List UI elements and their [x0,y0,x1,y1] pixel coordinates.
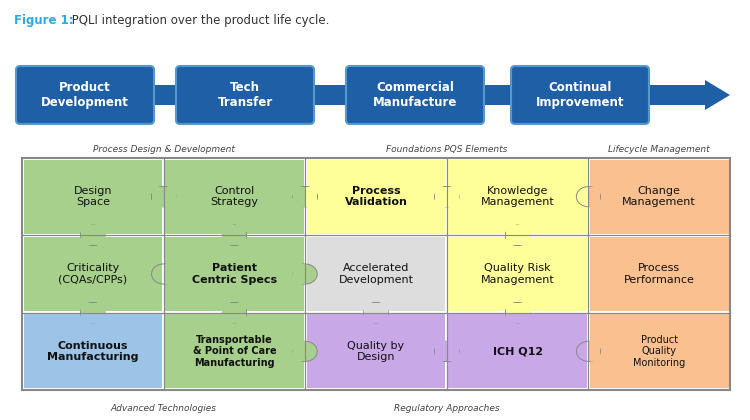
Bar [81,225,105,235]
Text: Criticality
(CQAs/CPPs): Criticality (CQAs/CPPs) [58,263,128,285]
Bar [81,312,105,323]
Ellipse shape [222,303,247,323]
Text: Patient
Centric Specs: Patient Centric Specs [192,263,277,285]
Bar [164,264,176,284]
Bar [447,186,459,207]
Bar [435,341,447,361]
Bar [506,235,530,245]
Bar [590,237,728,311]
Bar [23,237,162,311]
Text: Figure 1:: Figure 1: [14,14,74,27]
Bar [165,237,304,311]
Bar [307,314,446,389]
Bar [590,314,728,389]
Bar [165,160,304,234]
Bar [506,312,530,323]
Bar [293,186,305,207]
Text: Product
Development: Product Development [41,81,129,109]
Text: Quality Risk
Management: Quality Risk Management [481,263,554,285]
Text: Control
Strategy: Control Strategy [211,186,259,207]
Bar [222,312,247,323]
Ellipse shape [222,225,247,245]
Text: Continual
Improvement: Continual Improvement [536,81,624,109]
Bar [448,314,587,389]
FancyBboxPatch shape [511,66,649,124]
Bar [589,341,601,361]
Bar [30,85,710,105]
Bar [165,314,304,389]
Bar [222,225,247,235]
Bar [506,303,530,312]
Bar [448,160,587,234]
Bar [23,160,162,234]
Ellipse shape [506,225,530,245]
Ellipse shape [293,264,317,284]
Ellipse shape [81,225,105,245]
Polygon shape [705,80,730,110]
FancyBboxPatch shape [346,66,484,124]
Bar [589,186,601,207]
Text: Process
Performance: Process Performance [624,263,694,285]
Text: Process Design & Development: Process Design & Development [93,145,235,154]
Bar [81,303,105,312]
FancyBboxPatch shape [16,66,154,124]
Text: Design
Space: Design Space [74,186,112,207]
Text: Product
Quality
Monitoring: Product Quality Monitoring [633,335,686,368]
Text: ICH Q12: ICH Q12 [493,346,543,356]
Text: Lifecycle Management: Lifecycle Management [608,145,710,154]
Bar [435,186,447,207]
Bar [152,186,164,207]
Bar [22,158,730,390]
Bar [164,186,176,207]
Text: Change
Management: Change Management [622,186,696,207]
Text: PQLI integration over the product life cycle.: PQLI integration over the product life c… [68,14,329,27]
Bar [305,186,317,207]
Bar [22,158,730,390]
Ellipse shape [506,303,530,323]
Bar [364,312,388,323]
Text: Accelerated
Development: Accelerated Development [338,263,413,285]
Bar [293,264,305,284]
Text: Continuous
Manufacturing: Continuous Manufacturing [47,341,139,362]
Bar [222,303,247,312]
Bar [23,314,162,389]
Bar [364,303,388,312]
Bar [506,225,530,235]
Bar [81,235,105,245]
Ellipse shape [435,186,459,207]
Bar [448,237,587,311]
Ellipse shape [293,186,317,207]
Ellipse shape [81,303,105,323]
Bar [307,160,446,234]
Ellipse shape [152,186,176,207]
Ellipse shape [293,341,317,361]
FancyBboxPatch shape [176,66,314,124]
Bar [222,235,247,245]
Text: Foundations PQS Elements: Foundations PQS Elements [386,145,508,154]
Bar [307,237,446,311]
Text: Advanced Technologies: Advanced Technologies [110,404,217,413]
Text: Commercial
Manufacture: Commercial Manufacture [373,81,458,109]
Ellipse shape [364,303,388,323]
Bar [447,341,459,361]
Bar [590,160,728,234]
Bar [293,341,305,361]
Text: Regulatory Approaches: Regulatory Approaches [394,404,500,413]
Text: Process
Validation: Process Validation [344,186,407,207]
Ellipse shape [435,341,459,361]
Text: Quality by
Design: Quality by Design [347,341,404,362]
Text: Tech
Transfer: Tech Transfer [217,81,273,109]
Text: Transportable
& Point of Care
Manufacturing: Transportable & Point of Care Manufactur… [193,335,276,368]
Text: Knowledge
Management: Knowledge Management [481,186,554,207]
